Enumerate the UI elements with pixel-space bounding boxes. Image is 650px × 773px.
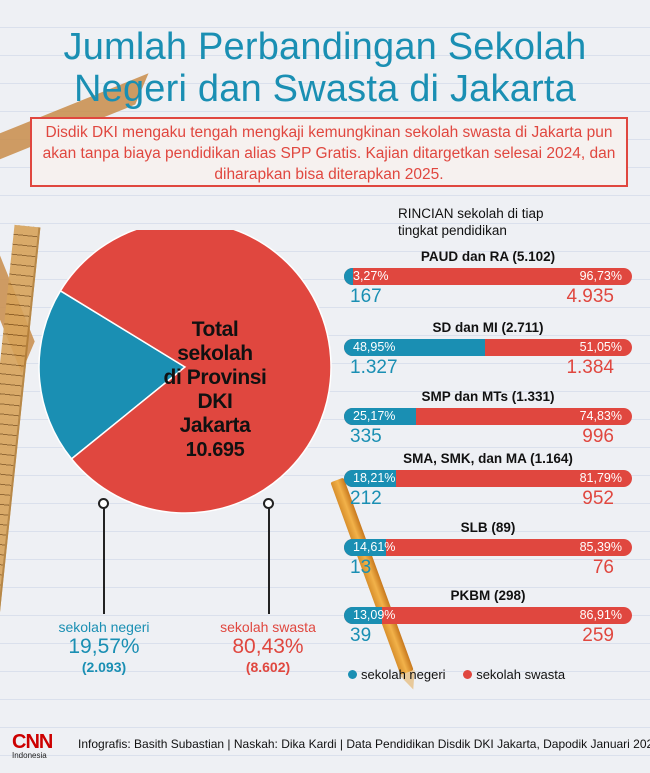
credit-line: Infografis: Basith Subastian | Naskah: D… [78,737,650,751]
swasta-label: sekolah swasta [220,619,316,635]
bar-swasta-percent: 96,73% [579,269,622,283]
rincian-heading-line: tingkat pendidikan [398,223,507,238]
swasta-count-value: 4.935 [566,286,614,307]
level-row: SD dan MI (2.711) 48,95% 51,05% 1.327 1.384 [344,320,632,378]
level-row: PKBM (298) 13,09% 86,91% 39 259 [344,588,632,646]
pie-swasta-label: sekolah swasta 80,43% (8.602) [194,619,342,675]
bar-negeri-segment [344,607,382,624]
swasta-connector-dot [263,498,274,509]
legend-negeri-label: sekolah negeri [361,667,446,682]
negeri-percent: 19,57% [68,635,140,658]
pie-label-line: Total [191,318,239,341]
level-bar: 18,21% 81,79% [344,470,632,487]
level-row: SMA, SMK, dan MA (1.164) 18,21% 81,79% 212 9… [344,451,632,509]
legend-dot-swasta [463,670,473,679]
swasta-count-value: 996 [582,426,614,447]
level-bar: 13,09% 86,91% [344,607,632,624]
negeri-count-value: 335 [350,426,382,447]
bar-negeri-segment [344,539,387,556]
bar-swasta-percent: 51,05% [579,340,622,354]
negeri-connector-dot [98,498,109,509]
bar-negeri-percent: 18,21% [353,471,396,485]
cnn-logo: CNN Indonesia [12,731,53,760]
swasta-count-value: 952 [582,488,614,509]
level-title: SMA, SMK, dan MA (1.164) [403,451,573,466]
swasta-connector-line [268,504,270,614]
pie-center-label: Total sekolah di Provinsi DKI Jakarta 10… [148,318,282,462]
bar-negeri-segment [344,408,417,425]
swasta-percent: 80,43% [232,635,304,658]
bar-swasta-percent: 81,79% [579,471,622,485]
level-counts: 39 259 [344,624,632,646]
bar-negeri-segment [344,268,354,285]
level-bar: 25,17% 74,83% [344,408,632,425]
pie-label-line: Jakarta [179,414,251,437]
pie-slice-swasta [59,230,332,514]
swasta-count-value: 76 [592,557,614,578]
negeri-count-value: 13 [350,557,372,578]
pie-label-line: DKI [197,390,233,413]
bar-negeri-percent: 48,95% [353,340,396,354]
bar-negeri-percent: 25,17% [353,409,396,423]
negeri-count-value: 212 [350,488,382,509]
bar-swasta-percent: 86,91% [579,608,622,622]
lead-paragraph: Disdik DKI mengaku tengah mengkaji kemun… [30,117,628,187]
swasta-count-value: 1.384 [566,357,614,378]
level-counts: 1.327 1.384 [344,356,632,378]
rincian-heading: RINCIAN sekolah di tiap tingkat pendidik… [398,205,638,239]
pie-slice-negeri [38,289,187,460]
page-title: Jumlah Perbandingan Sekolah Negeri dan S… [20,26,630,110]
bar-swasta-percent: 85,39% [579,540,622,554]
footer: CNN Indonesia Infografis: Basith Subasti… [0,727,650,773]
pie-total-value: 10.695 [185,439,245,461]
negeri-count-value: 39 [350,625,372,646]
pie-label-line: sekolah [177,342,253,365]
legend-item-negeri: sekolah negeri [348,667,446,682]
level-title: PKBM (298) [450,588,526,603]
legend: sekolah negeri sekolah swasta [348,667,579,682]
legend-item-swasta: sekolah swasta [463,667,565,682]
negeri-count: (2.093) [81,659,127,675]
legend-dot-negeri [348,670,357,679]
negeri-label: sekolah negeri [58,619,150,635]
level-title: PAUD dan RA (5.102) [420,249,556,264]
pie-label-line: di Provinsi [163,366,267,389]
level-counts: 13 76 [344,556,632,578]
swasta-count-value: 259 [582,625,614,646]
legend-swasta-label: sekolah swasta [476,667,566,682]
bar-negeri-segment [344,339,485,356]
level-title: SMP dan MTs (1.331) [421,389,555,404]
bar-swasta-percent: 74,83% [579,409,622,423]
level-counts: 167 4.935 [344,285,632,307]
title-line-2: Negeri dan Swasta di Jakarta [74,68,576,110]
rincian-heading-line: RINCIAN sekolah di tiap [398,206,544,221]
level-counts: 335 996 [344,425,632,447]
level-bar: 14,61% 85,39% [344,539,632,556]
level-row: PAUD dan RA (5.102) 3,27% 96,73% 167 4.935 [344,249,632,307]
bar-negeri-percent: 13,09% [353,608,396,622]
pie-negeri-label: sekolah negeri 19,57% (2.093) [30,619,178,675]
level-counts: 212 952 [344,487,632,509]
level-bar: 48,95% 51,05% [344,339,632,356]
level-row: SLB (89) 14,61% 85,39% 13 76 [344,520,632,578]
level-row: SMP dan MTs (1.331) 25,17% 74,83% 335 996 [344,389,632,447]
negeri-count-value: 167 [350,286,382,307]
bar-negeri-percent: 3,27% [353,269,389,283]
swasta-count: (8.602) [245,659,291,675]
total-schools-pie [38,230,332,514]
level-bar: 3,27% 96,73% [344,268,632,285]
bar-negeri-segment [344,470,397,487]
title-line-1: Jumlah Perbandingan Sekolah [63,26,587,68]
cnn-logo-subtext: Indonesia [12,751,47,760]
negeri-count-value: 1.327 [350,357,398,378]
negeri-connector-line [103,504,105,614]
level-title: SLB (89) [460,520,516,535]
cnn-logo-text: CNN [12,731,53,753]
level-title: SD dan MI (2.711) [432,320,544,335]
bar-negeri-percent: 14,61% [353,540,396,554]
